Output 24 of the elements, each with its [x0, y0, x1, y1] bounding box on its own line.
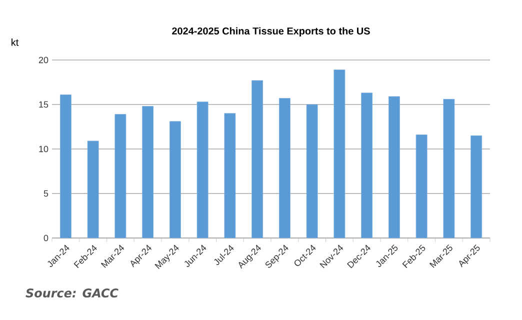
bar — [169, 121, 181, 238]
bar — [196, 102, 208, 238]
bar — [361, 92, 373, 238]
bar — [388, 96, 400, 238]
bar — [252, 80, 264, 238]
bar — [87, 140, 99, 238]
bar — [306, 104, 318, 238]
bar — [114, 114, 126, 238]
chart-title: 2024-2025 China Tissue Exports to the US — [172, 27, 370, 36]
y-tick-label: 15 — [39, 101, 48, 108]
bar — [334, 70, 346, 238]
bar — [443, 98, 455, 238]
bar — [416, 134, 428, 238]
source-note: Source: GACC — [26, 288, 118, 298]
bar — [142, 106, 154, 238]
y-tick-label: 20 — [38, 56, 48, 64]
bar — [278, 98, 290, 238]
y-tick-label: 10 — [39, 146, 48, 152]
y-tick-label: 0 — [44, 234, 48, 242]
y-tick-label: 5 — [44, 190, 48, 197]
bar — [470, 135, 482, 238]
bar — [224, 113, 236, 238]
bar — [60, 94, 72, 238]
y-axis-title: kt — [12, 38, 19, 46]
